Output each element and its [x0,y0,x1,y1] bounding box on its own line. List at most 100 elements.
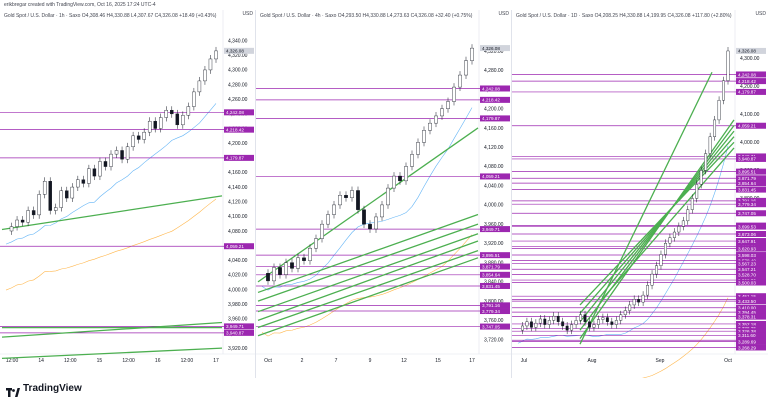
chart-canvas-1h[interactable]: 4,340.00 4,320.00 4,300.00 4,280.00 4,260.00… [0,10,256,378]
candle-body [570,324,574,331]
candle-body [386,187,390,206]
level-price-tag [736,71,766,78]
x-tick-label: Jul [521,358,527,364]
channel-line [257,127,479,283]
level-price-tag [736,313,766,320]
level-price-tag [736,332,766,339]
candle-body [547,320,551,325]
candle-body [26,210,30,223]
current-price-label: 4,326.08 [482,46,500,51]
candle-body [76,179,80,188]
chart-panel-1h[interactable]: 4,340.00 4,320.00 4,300.00 4,280.00 4,260.00… [0,10,256,378]
level-price-label: 4,242.08 [482,86,500,91]
chart-panel-1d[interactable]: 4,300.004,200.004,100.004,000.003,900.00… [512,10,768,378]
level-price-label: 3,352.18 [738,322,756,327]
chart-canvas-1d[interactable]: 4,300.004,200.004,100.004,000.003,900.00… [512,10,768,378]
candle-body [98,161,102,177]
candle-body [350,190,354,198]
level-price-label: 3,747.05 [482,324,500,329]
y-tick-label: 4,040.00 [228,258,248,264]
candle-body [338,195,342,206]
chart-canvas-4h[interactable]: 4,320.004,280.004,240.004,200.004,160.00… [256,10,512,378]
level-price-label: 3,871.79 [482,264,500,269]
level-price-label: 3,791.16 [482,303,500,308]
candle-body [159,117,163,129]
y-tick-label: 3,840.00 [484,280,504,286]
level-price-tag [736,122,766,129]
level-price-tag [224,154,254,161]
candle-body [136,135,141,140]
candle-body [356,190,360,210]
candle-body [314,238,318,249]
level-price-tag [480,252,510,259]
level-price-tag [736,78,766,85]
candle-body [92,168,97,177]
x-tick-label: 15 [435,358,441,364]
y-tick-label: 3,760.00 [484,318,504,324]
candle-body [164,109,168,118]
candle-body [452,86,456,102]
tradingview-logo[interactable]: TradingView [6,383,82,397]
candle-body [380,204,384,218]
x-tick-label: 12:00 [6,358,19,364]
level-price-label: 4,179.87 [738,90,756,95]
level-price-label: 3,451.15 [738,294,756,299]
level-price-label: 3,268.29 [738,345,756,350]
y-tick-label: 4,300.00 [740,56,760,62]
currency-label: USD [242,11,253,17]
x-tick-label: 12:00 [122,358,135,364]
candle-body [410,154,414,167]
candle-body [120,150,124,160]
level-price-tag [224,126,254,133]
candle-body [619,314,623,321]
level-price-label: 4,242.08 [226,110,244,115]
candle-body [296,257,300,269]
x-tick-label: 16 [155,358,161,364]
candle-body [659,254,663,266]
level-price-label: 3,949.71 [226,324,244,329]
y-tick-label: 4,140.00 [228,185,248,191]
candle-body [525,321,529,327]
level-price-tag [736,252,766,259]
level-price-tag [480,302,510,309]
chart-panel-4h[interactable]: 4,320.004,280.004,240.004,200.004,160.00… [256,10,512,378]
candle-body [65,190,69,199]
candle-body [54,207,58,211]
tradingview-logo-text: TradingView [23,383,82,394]
x-tick-label: 15 [97,358,103,364]
level-price-label: 3,831.45 [738,187,756,192]
candle-body [579,314,582,321]
candle-body [42,181,47,195]
candle-body [529,321,533,328]
level-price-label: 3,949.71 [482,227,500,232]
candle-body [583,314,587,322]
candle-body [147,120,152,133]
candle-body [332,204,336,215]
x-tick-label: 7 [335,358,338,364]
level-price-label: 3,779.34 [482,309,500,314]
candle-body [565,325,569,331]
current-price-label: 4,326.08 [738,49,756,54]
y-tick-label: 4,200.00 [484,107,504,113]
level-price-label: 3,673.06 [738,232,756,237]
y-tick-label: 4,080.00 [228,229,248,235]
level-price-tag [736,168,766,175]
level-price-tag [736,298,766,305]
y-tick-label: 4,100.00 [740,112,760,118]
candle-body [605,317,609,322]
candle-body [214,50,218,60]
level-price-label: 3,940.87 [738,157,756,162]
ma-slow-line [261,234,473,337]
candle-body [142,131,146,140]
level-price-label: 3,895.51 [482,253,500,258]
level-price-tag [736,210,766,217]
x-tick-label: 12:00 [64,358,77,364]
ma-fast-line [5,103,217,245]
candle-body [464,60,468,76]
candle-body [175,113,180,126]
channel-line [1,347,223,360]
level-price-label: 3,699.53 [738,224,756,229]
level-price-label: 3,410.00 [738,306,756,311]
level-price-tag [736,223,766,230]
candle-body [81,179,86,184]
